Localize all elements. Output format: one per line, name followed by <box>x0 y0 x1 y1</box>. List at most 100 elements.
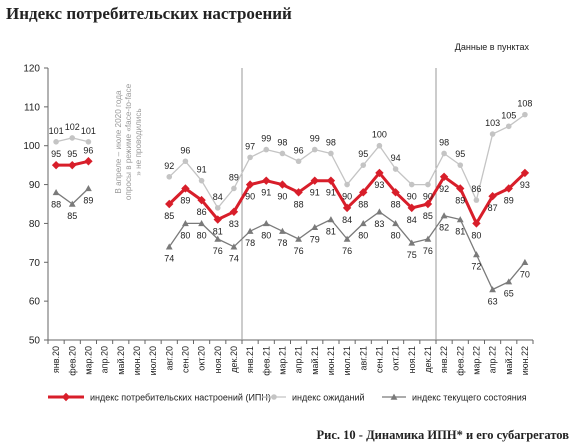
data-label-expect: 108 <box>517 99 532 109</box>
data-label-ipn: 91 <box>326 188 336 198</box>
x-tick-label: фев.21 <box>261 346 271 376</box>
data-label-current: 79 <box>310 234 320 244</box>
x-tick-label: авг.21 <box>358 346 368 370</box>
data-label-current: 81 <box>326 227 336 237</box>
point-ipn <box>423 199 433 209</box>
x-tick-label: сен.20 <box>180 346 190 373</box>
data-label-expect: 90 <box>407 192 417 202</box>
data-label-expect: 100 <box>372 130 387 140</box>
point-current <box>198 220 205 227</box>
x-tick-label: дек.21 <box>423 346 433 373</box>
data-label-current: 78 <box>245 238 255 248</box>
point-current <box>85 185 92 192</box>
point-current <box>295 235 302 242</box>
point-ipn <box>472 219 481 228</box>
legend-label-current: индекс текущего состояния <box>412 393 527 403</box>
data-label-expect: 96 <box>294 145 304 155</box>
data-label-expect: 102 <box>65 122 80 132</box>
data-label-current: 80 <box>197 230 207 240</box>
data-label-current: 63 <box>488 296 498 306</box>
point-ipn <box>310 176 319 185</box>
data-label-ipn: 89 <box>180 195 190 205</box>
data-label-ipn: 95 <box>51 149 61 159</box>
point-expect <box>522 111 528 118</box>
data-label-current: 74 <box>229 254 239 264</box>
point-current <box>68 200 76 207</box>
x-tick-label: янв.20 <box>51 346 61 373</box>
y-tick-label: 70 <box>29 258 41 269</box>
point-expect <box>279 150 286 157</box>
data-label-expect: 90 <box>342 192 352 202</box>
y-tick-label: 110 <box>24 102 40 113</box>
data-label-expect: 101 <box>49 126 64 136</box>
point-current <box>214 235 222 242</box>
data-label-current: 78 <box>277 238 287 248</box>
point-current <box>359 220 367 227</box>
x-tick-label: май.22 <box>504 346 514 375</box>
legend-label-expect: индекс ожиданий <box>292 393 365 403</box>
data-label-ipn: 84 <box>342 215 352 225</box>
point-expect <box>489 131 496 137</box>
data-label-expect: 98 <box>277 137 287 147</box>
data-label-current: 89 <box>83 195 93 205</box>
data-label-ipn: 89 <box>455 195 465 205</box>
point-expect <box>441 150 447 157</box>
data-label-expect: 101 <box>81 126 96 136</box>
x-tick-label: июн.20 <box>132 346 142 375</box>
point-expect <box>166 174 173 180</box>
data-label-expect: 95 <box>358 149 368 159</box>
point-expect <box>473 197 480 203</box>
point-ipn <box>504 184 513 193</box>
point-current <box>246 227 254 234</box>
x-tick-label: апр.20 <box>100 346 110 373</box>
point-expect <box>182 158 189 165</box>
data-label-current: 80 <box>358 230 368 240</box>
data-label-current: 82 <box>439 223 449 233</box>
point-ipn <box>245 180 255 189</box>
data-label-expect: 94 <box>391 153 401 163</box>
point-expect <box>392 166 399 172</box>
x-tick-label: апр.21 <box>294 346 304 373</box>
point-expect <box>376 142 383 149</box>
point-ipn <box>407 203 416 213</box>
data-label-ipn: 93 <box>520 180 530 190</box>
legend: индекс потребительских настроений (ИПН) и… <box>48 393 527 403</box>
data-labels-layer: 101 102 101 92 96 91 84 89 97 99 98 96 99 98 90 95 100 94… <box>49 99 533 307</box>
data-label-current: 76 <box>213 246 223 256</box>
data-label-expect: 105 <box>501 110 516 120</box>
point-ipn <box>359 188 368 197</box>
x-tick-label: июл.21 <box>342 346 352 375</box>
data-label-current: 88 <box>51 199 61 209</box>
data-label-current: 75 <box>407 250 417 260</box>
data-label-ipn: 95 <box>67 149 77 159</box>
axes-layer: Данные в пунктах 50 60 70 80 90 100 110 120 янв.2… <box>23 42 534 376</box>
x-tick-label: дек.20 <box>229 346 239 373</box>
data-label-ipn: 93 <box>374 180 384 190</box>
point-ipn <box>84 157 93 166</box>
legend-label-ipn: индекс потребительских настроений (ИПН) <box>90 393 271 403</box>
point-ipn <box>213 215 222 224</box>
point-current <box>376 208 383 215</box>
units-note: Данные в пунктах <box>455 42 530 52</box>
data-label-current: 65 <box>504 289 514 299</box>
point-ipn <box>229 207 239 216</box>
point-expect <box>457 162 464 168</box>
data-label-ipn: 91 <box>310 188 320 198</box>
data-label-current: 80 <box>180 230 190 240</box>
point-expect <box>214 205 221 211</box>
y-tick-label: 100 <box>23 141 40 152</box>
data-label-expect: 95 <box>455 149 465 159</box>
point-current <box>473 251 480 258</box>
point-ipn <box>375 168 384 178</box>
y-tick-label: 120 <box>23 64 40 75</box>
data-label-ipn: 87 <box>488 203 498 213</box>
point-ipn <box>51 160 61 170</box>
gap-note: В апреле – июле 2020 годаопросы в режиме… <box>114 83 143 200</box>
point-current <box>392 220 399 227</box>
x-tick-label: апр.22 <box>488 346 498 373</box>
point-ipn <box>197 195 206 205</box>
x-tick-label: фев.20 <box>67 346 77 376</box>
data-label-current: 74 <box>164 254 174 264</box>
point-current <box>327 216 335 223</box>
